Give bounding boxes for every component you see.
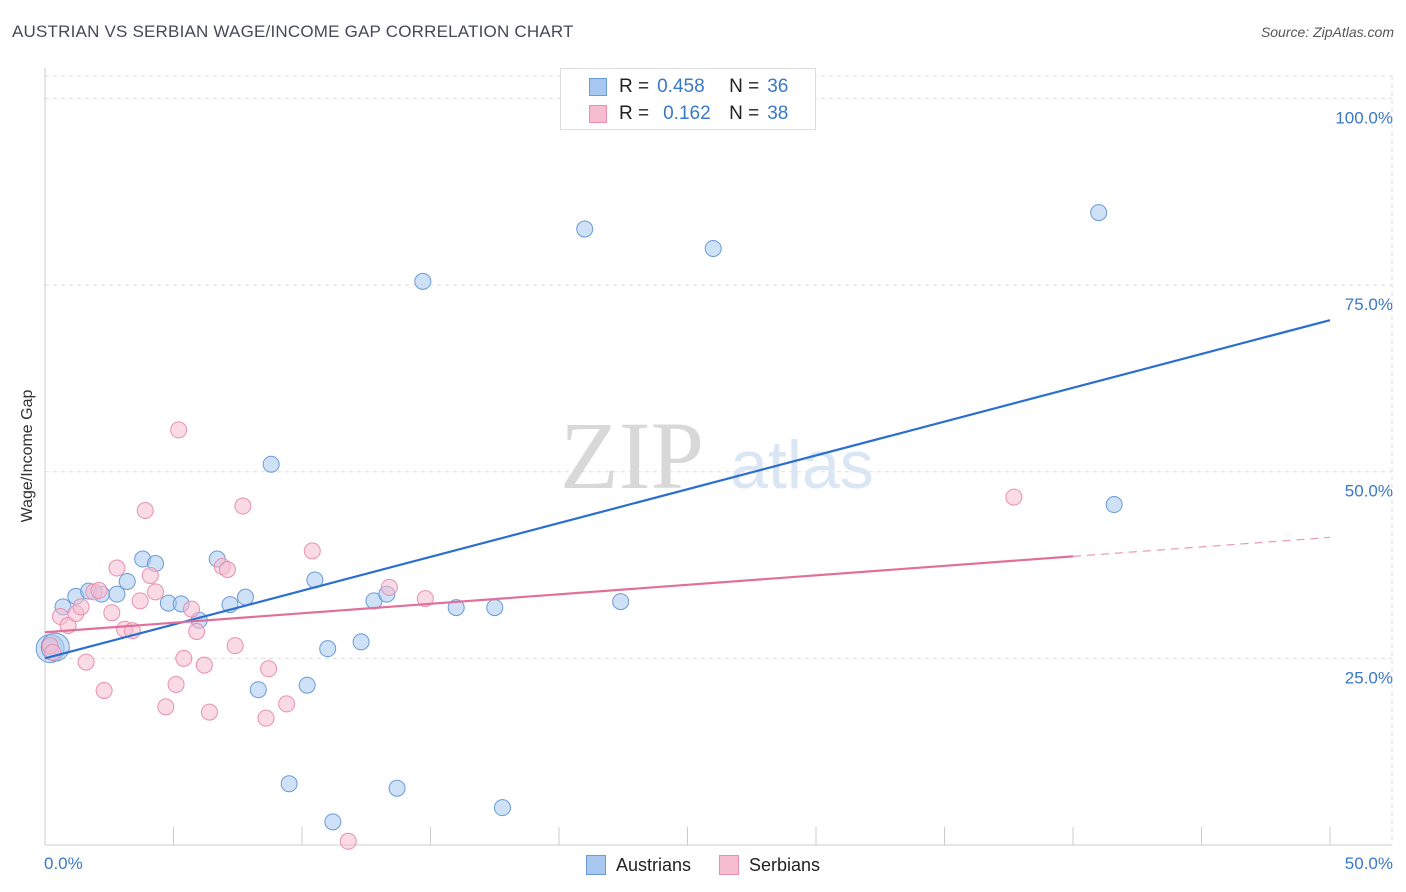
serbian-point — [188, 622, 206, 640]
austrian-point — [262, 455, 280, 473]
stats-legend: R = 0.458 N = 36 R = 0.162 N = 38 — [560, 68, 816, 130]
r-value: 0.458 — [657, 76, 705, 97]
serbian-point — [77, 653, 95, 671]
serbian-point — [234, 497, 252, 515]
austrian-point — [280, 775, 298, 793]
serbian-point — [108, 559, 126, 577]
n-value: 38 — [767, 103, 789, 124]
label-layer: 25.0% 50.0% 75.0% 100.0% 0.0% 50.0% — [44, 108, 1393, 873]
austrians-trend-line — [44, 319, 1331, 660]
austrian-point — [576, 220, 594, 238]
austrian-point — [447, 599, 465, 617]
serbian-point — [226, 637, 244, 655]
serbian-point — [257, 709, 275, 727]
austrian-point — [414, 272, 432, 290]
serbian-point — [218, 561, 236, 579]
watermark-zip: ZIP — [560, 402, 704, 509]
serbian-point — [131, 592, 149, 610]
legend-item-serbians[interactable]: Serbians — [719, 855, 820, 876]
austrian-point — [319, 640, 337, 658]
austrian-point — [704, 239, 722, 257]
r-label: R = — [619, 103, 650, 124]
serbian-point — [182, 600, 200, 618]
r-value: 0.162 — [663, 103, 711, 124]
austrian-point — [1090, 204, 1108, 222]
serbian-point — [380, 578, 398, 596]
serbian-point — [167, 675, 185, 693]
chart-title: AUSTRIAN VS SERBIAN WAGE/INCOME GAP CORR… — [12, 22, 574, 41]
serbians-swatch — [589, 105, 607, 123]
trend-layer — [44, 319, 1331, 660]
axis-layer — [44, 68, 1392, 846]
austrians-swatch — [585, 855, 606, 875]
serbian-point — [157, 698, 175, 716]
watermark-atlas: atlas — [730, 427, 874, 503]
serbian-point — [103, 604, 121, 622]
serbian-point — [170, 421, 188, 439]
legend-label: Serbians — [749, 854, 821, 875]
y-tick-label: 25.0% — [1345, 668, 1393, 687]
serbian-point — [200, 703, 218, 721]
austrian-point — [324, 813, 342, 831]
n-value: 36 — [767, 76, 789, 97]
austrian-point — [108, 585, 126, 603]
austrian-point — [249, 681, 267, 699]
serbian-point — [278, 695, 296, 713]
serbian-point — [416, 590, 434, 608]
austrian-point — [118, 572, 136, 590]
stats-row-austrians: R = 0.458 N = 36 — [561, 74, 788, 100]
legend-label: Austrians — [615, 854, 691, 875]
austrian-point — [493, 799, 511, 817]
austrian-point — [388, 779, 406, 797]
y-tick-label: 50.0% — [1345, 482, 1393, 501]
serbian-point — [141, 566, 159, 584]
serbian-point — [1005, 488, 1023, 506]
x-tick-label-max: 50.0% — [1345, 854, 1393, 873]
serbian-point — [90, 581, 108, 599]
serbian-point — [260, 660, 278, 678]
serbian-point — [136, 502, 154, 520]
serbian-point — [147, 583, 165, 601]
serbians-trend-line — [44, 555, 1074, 634]
serbian-point — [175, 649, 193, 667]
austrians-swatch — [589, 78, 607, 96]
series-legend: Austrians Serbians — [0, 852, 1406, 878]
watermark: ZIP atlas — [560, 402, 874, 509]
austrian-point — [298, 676, 316, 694]
y-tick-label: 100.0% — [1335, 108, 1393, 127]
austrian-point — [486, 599, 504, 617]
y-tick-label: 75.0% — [1345, 295, 1393, 314]
serbian-point — [303, 542, 321, 560]
serbian-point — [72, 598, 90, 616]
points-layer — [35, 204, 1123, 850]
serbians-swatch — [719, 855, 739, 875]
x-tick-label-min: 0.0% — [44, 854, 83, 873]
legend-item-austrians[interactable]: Austrians — [585, 854, 691, 876]
serbians-trend-extension — [1072, 536, 1331, 557]
austrian-point — [612, 593, 630, 611]
austrian-point — [352, 633, 370, 651]
austrian-point — [1105, 496, 1123, 514]
serbian-point — [195, 656, 213, 674]
serbian-point — [95, 681, 113, 699]
n-label: N = — [729, 103, 760, 124]
r-label: R = — [619, 76, 650, 97]
n-label: N = — [729, 76, 760, 97]
grid-layer — [45, 75, 1393, 845]
stats-row-serbians: R = 0.162 N = 38 — [561, 101, 788, 127]
serbian-point — [339, 832, 357, 850]
source-credit: Source: ZipAtlas.com — [1260, 24, 1394, 40]
austrian-point — [236, 588, 254, 606]
